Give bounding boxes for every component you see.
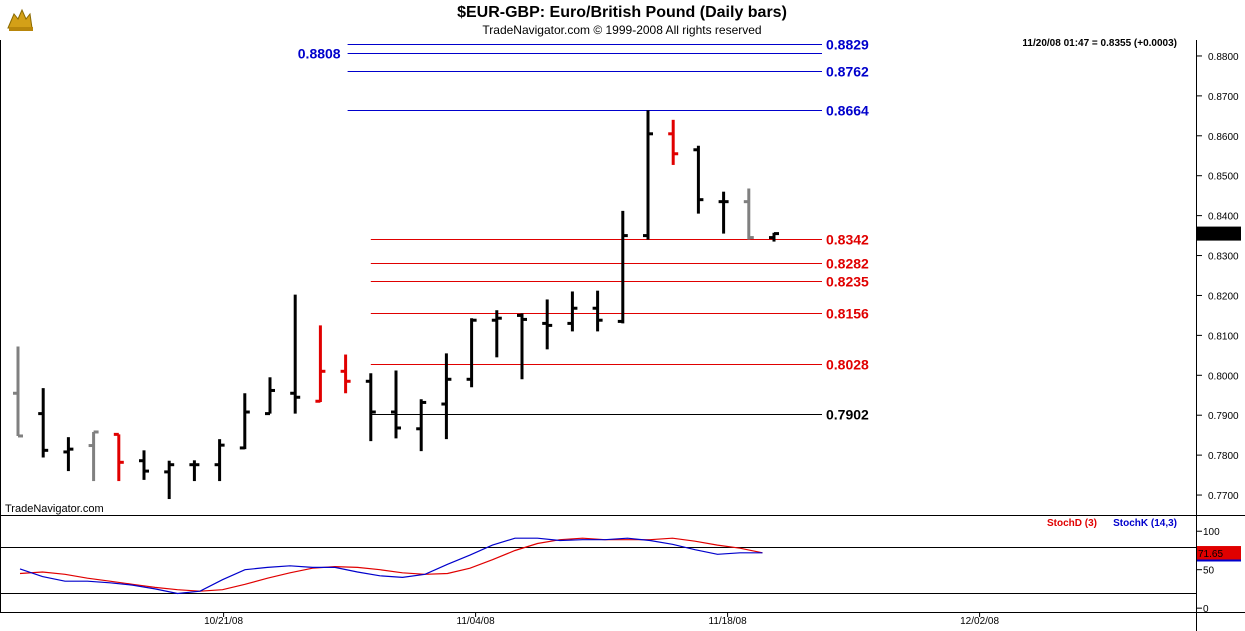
ohlc-bar xyxy=(189,460,200,482)
ohlc-bar xyxy=(214,439,225,482)
ohlc-bar xyxy=(517,313,527,380)
ohlc-bar xyxy=(718,191,729,234)
price-tick-label: 0.8500 xyxy=(1208,172,1239,183)
price-tick-label: 0.8700 xyxy=(1208,92,1239,103)
ohlc-bar xyxy=(643,110,653,240)
ohlc-bar xyxy=(13,346,23,438)
ohlc-bar xyxy=(693,145,704,214)
level-label: 0.8156 xyxy=(826,306,869,322)
ohlc-bar xyxy=(617,210,628,324)
price-tick-label: 0.8600 xyxy=(1208,132,1239,143)
copyright-text: TradeNavigator.com © 1999-2008 All right… xyxy=(482,23,761,37)
date-tick-label: 10/21/08 xyxy=(204,616,243,627)
stoch-series-line xyxy=(19,537,763,592)
stoch-tick-label: 100 xyxy=(1203,527,1220,538)
date-tick-label: 11/18/08 xyxy=(709,616,748,627)
gold-bull-logo-icon[interactable] xyxy=(5,4,35,34)
ohlc-bars xyxy=(13,110,779,500)
ohlc-bar xyxy=(88,430,99,482)
stoch-last-value: 71.65 xyxy=(1198,549,1223,560)
legend-stoch-k: StochK (14,3) xyxy=(1113,518,1177,529)
date-tick-label: 12/02/08 xyxy=(960,616,999,627)
legend-stoch-d: StochD (3) xyxy=(1047,518,1097,529)
ohlc-bar xyxy=(769,232,779,242)
ohlc-bar xyxy=(340,354,351,394)
ohlc-bar xyxy=(441,353,452,440)
ohlc-bar xyxy=(139,450,149,480)
ohlc-bar xyxy=(365,373,376,442)
level-label: 0.8282 xyxy=(826,256,869,272)
price-tick-label: 0.7900 xyxy=(1208,411,1239,422)
watermark: TradeNavigator.com xyxy=(5,503,104,515)
ohlc-bar xyxy=(38,388,49,458)
price-tick-label: 0.8200 xyxy=(1208,291,1239,302)
support-resistance-levels: 0.8829 0.8808 0.8762 0.8664 0.8342 0.8282 0.82… xyxy=(298,37,869,423)
stoch-tick-label: 0 xyxy=(1203,604,1209,615)
stochastic-axis[interactable]: 100 50 0 xyxy=(0,527,1220,615)
ohlc-bar xyxy=(491,310,502,358)
level-label: 0.8762 xyxy=(826,64,869,80)
ohlc-bar xyxy=(542,299,553,350)
ohlc-bar xyxy=(63,437,74,472)
quote-text: 11/20/08 01:47 = 0.8355 (+0.0003) xyxy=(1022,38,1177,49)
level-label: 0.8028 xyxy=(826,357,869,373)
price-tick-label: 0.8800 xyxy=(1208,52,1239,63)
price-tick-label: 0.7700 xyxy=(1208,491,1239,502)
ohlc-bar xyxy=(164,460,175,500)
price-axis[interactable]: 0.8800 0.8700 0.8600 0.8500 0.8400 0.8300 0.82… xyxy=(1196,52,1239,502)
price-tick-label: 0.8400 xyxy=(1208,212,1239,223)
price-tick-label: 0.7800 xyxy=(1208,451,1239,462)
level-label: 0.8342 xyxy=(826,232,869,248)
stochastic-lines: 71.65 xyxy=(19,537,1241,595)
level-label: 0.8235 xyxy=(826,274,869,290)
last-price-box xyxy=(1197,226,1241,241)
price-tick-label: 0.8300 xyxy=(1208,252,1239,263)
chart-title: $EUR-GBP: Euro/British Pound (Daily bars… xyxy=(457,4,787,21)
stoch-series-line xyxy=(19,537,763,595)
last-price-marker: 0.8355 xyxy=(1197,226,1241,241)
ohlc-bar xyxy=(592,290,603,332)
ohlc-bar xyxy=(113,432,124,482)
ohlc-bar xyxy=(391,370,401,439)
ohlc-bar xyxy=(743,188,754,240)
date-axis[interactable]: 10/21/08 11/04/08 11/18/08 12/02/08 xyxy=(204,612,999,627)
ohlc-bar xyxy=(668,119,679,165)
level-label: 0.8808 xyxy=(298,46,341,62)
last-price-value: 0.8355 xyxy=(1200,230,1231,241)
level-label: 0.8664 xyxy=(826,103,869,119)
ohlc-bar xyxy=(265,377,275,416)
ohlc-bar xyxy=(466,318,477,388)
level-label: 0.8829 xyxy=(826,37,869,53)
stoch-last-value-box xyxy=(1197,546,1241,561)
ohlc-bar xyxy=(416,399,427,452)
level-label: 0.7902 xyxy=(826,407,869,423)
ohlc-bar xyxy=(567,291,578,332)
ohlc-bar xyxy=(239,393,250,450)
date-tick-label: 11/04/08 xyxy=(457,616,496,627)
stoch-tick-label: 50 xyxy=(1203,566,1215,577)
ohlc-bar xyxy=(290,294,301,414)
ohlc-bar xyxy=(315,325,326,403)
price-tick-label: 0.8000 xyxy=(1208,371,1239,382)
price-tick-label: 0.8100 xyxy=(1208,331,1239,342)
